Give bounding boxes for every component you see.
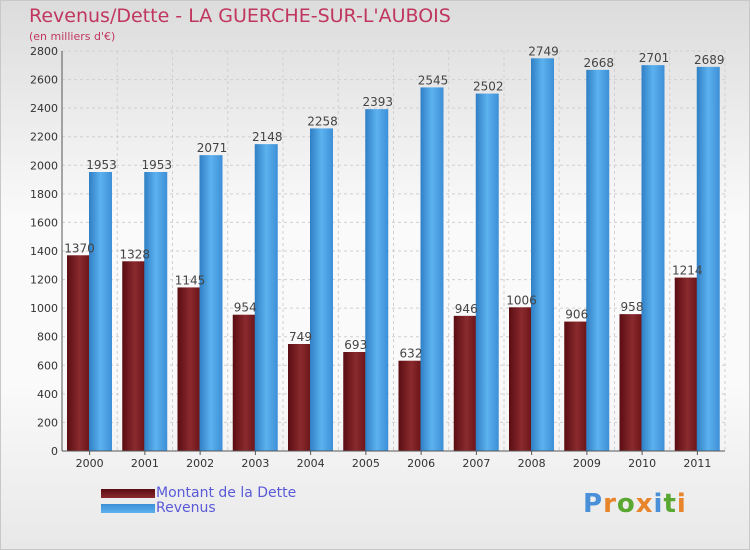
legend-swatch-dette: [101, 489, 155, 498]
data-label-revenus: 2148: [252, 130, 283, 144]
x-tick-label: 2007: [462, 457, 490, 470]
data-label-revenus: 2689: [694, 53, 725, 67]
x-tick-label: 2002: [186, 457, 214, 470]
axes: 0 200 400 600 800 1000 1200 1400 1600 1800 2000 220…: [30, 45, 725, 470]
x-tick-label: 2004: [297, 457, 325, 470]
y-tick-label: 800: [37, 331, 58, 344]
data-label-revenus: 2749: [528, 44, 559, 58]
data-label-revenus: 2071: [197, 141, 228, 155]
bar-dette: [674, 277, 698, 451]
data-label-dette: 958: [621, 300, 644, 314]
data-label-revenus: 1953: [86, 158, 117, 172]
data-labels: 1370 1953 1328 1953 1145 2071 954 2148 749 2258 69…: [64, 44, 724, 360]
bars: [67, 58, 720, 452]
data-label-dette: 1328: [119, 247, 150, 261]
bar-dette: [122, 261, 146, 451]
data-label-dette: 632: [400, 347, 423, 361]
bar-dette: [177, 287, 201, 451]
x-tick-label: 2010: [628, 457, 656, 470]
data-label-dette: 749: [289, 330, 312, 344]
x-tick-label: 2005: [352, 457, 380, 470]
bar-revenus: [586, 69, 610, 451]
chart-subtitle: (en milliers d'€): [29, 30, 116, 43]
data-label-dette: 946: [455, 302, 478, 316]
legend-label-revenus: Revenus: [156, 500, 216, 516]
y-tick-label: 2200: [30, 131, 58, 144]
bar-revenus: [420, 87, 444, 451]
x-tick-label: 2001: [131, 457, 159, 470]
bar-revenus: [696, 66, 720, 451]
data-label-revenus: 2502: [473, 80, 504, 94]
chart-title: Revenus/Dette - LA GUERCHE-SUR-L'AUBOIS: [29, 5, 451, 27]
bar-dette: [453, 315, 477, 451]
y-tick-label: 0: [51, 445, 58, 458]
bar-dette: [232, 314, 256, 451]
bar-dette: [343, 352, 367, 451]
proxiti-logo: Proxiti: [583, 489, 687, 519]
y-tick-label: 600: [37, 359, 58, 372]
x-tick-label: 2006: [407, 457, 435, 470]
bar-dette: [509, 307, 532, 451]
bar-revenus: [144, 172, 168, 451]
bar-revenus: [365, 109, 389, 452]
data-label-dette: 1370: [64, 241, 95, 255]
x-tick-label: 2011: [683, 457, 711, 470]
data-label-revenus: 2258: [307, 114, 338, 128]
bar-revenus: [89, 172, 112, 451]
data-label-revenus: 2545: [418, 73, 449, 87]
bar-revenus: [531, 58, 554, 452]
y-tick-label: 1400: [30, 245, 58, 258]
y-tick-label: 400: [37, 388, 58, 401]
data-label-dette: 693: [344, 338, 367, 352]
bar-dette: [398, 360, 422, 451]
y-tick-label: 2600: [30, 74, 58, 87]
bar-revenus: [310, 128, 333, 451]
data-label-revenus: 2393: [362, 95, 393, 109]
data-label-dette: 1145: [175, 273, 206, 287]
data-label-revenus: 1953: [141, 158, 172, 172]
data-label-dette: 1214: [672, 264, 703, 278]
bar-dette: [67, 255, 90, 451]
x-tick-label: 2009: [573, 457, 601, 470]
y-tick-label: 1000: [30, 302, 58, 315]
y-tick-label: 200: [37, 416, 58, 429]
bar-dette: [564, 321, 588, 451]
bar-revenus: [641, 65, 665, 452]
data-label-dette: 906: [565, 308, 588, 322]
x-tick-label: 2003: [241, 457, 269, 470]
legend-swatch-revenus: [101, 504, 155, 513]
y-tick-label: 2800: [30, 45, 58, 58]
bar-revenus: [475, 93, 499, 452]
bar-chart: 0 200 400 600 800 1000 1200 1400 1600 1800 2000 220…: [30, 44, 726, 470]
data-label-dette: 1006: [506, 293, 537, 307]
bar-revenus: [254, 144, 278, 451]
legend-label-dette: Montant de la Dette: [156, 485, 297, 501]
y-tick-label: 1800: [30, 188, 58, 201]
bar-dette: [288, 344, 311, 451]
data-label-dette: 954: [234, 301, 257, 315]
grid-lines: [61, 50, 726, 452]
x-tick-label: 2000: [76, 457, 104, 470]
x-tick-label: 2008: [518, 457, 546, 470]
y-tick-label: 1200: [30, 274, 58, 287]
data-label-revenus: 2701: [639, 51, 670, 65]
y-tick-label: 1600: [30, 216, 58, 229]
y-tick-label: 2000: [30, 159, 58, 172]
bar-revenus: [199, 155, 223, 451]
data-label-revenus: 2668: [583, 56, 614, 70]
bar-dette: [619, 314, 643, 451]
y-tick-label: 2400: [30, 102, 58, 115]
